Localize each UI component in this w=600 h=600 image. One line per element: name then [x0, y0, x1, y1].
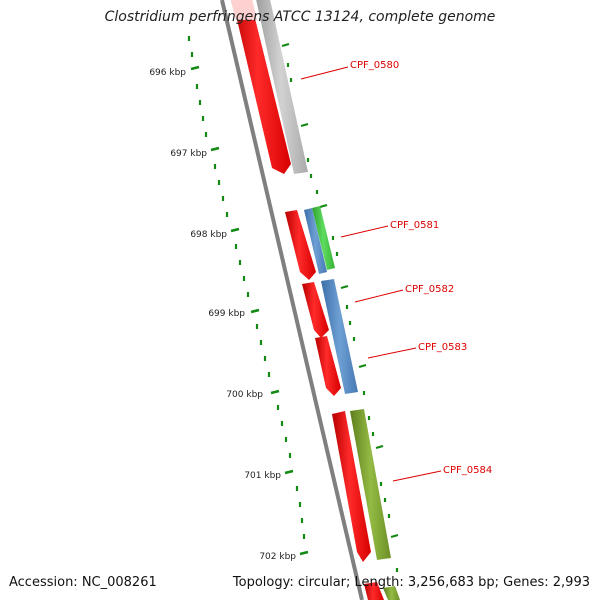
map-title: Clostridium perfringens ATCC 13124, comp… [104, 9, 496, 25]
gene-arrow-bottom-partial[interactable] [364, 582, 384, 600]
ruler-label-696: 696 kbp [149, 68, 186, 78]
callout-line-cpf-0583 [367, 347, 417, 359]
callout-line-cpf-0584 [392, 470, 442, 482]
feature-olive-block[interactable] [350, 409, 391, 560]
feature-blue-block-main[interactable] [321, 279, 358, 394]
gene-arrow-cpf-0582[interactable] [302, 282, 329, 338]
gene-label-cpf-0581[interactable]: CPF_0581 [390, 220, 439, 231]
ruler-label-701: 701 kbp [244, 471, 281, 481]
feature-green-block[interactable] [312, 206, 335, 270]
ruler-label-699: 699 kbp [208, 309, 245, 319]
ruler-label-700: 700 kbp [226, 390, 263, 400]
ruler-label-697: 697 kbp [170, 149, 207, 159]
ruler-label-698: 698 kbp [190, 230, 227, 240]
feature-blue-block-top[interactable] [304, 208, 327, 274]
gene-arrow-cpf-0581[interactable] [285, 210, 316, 280]
gene-label-cpf-0582[interactable]: CPF_0582 [405, 284, 454, 295]
accession-label: Accession: NC_008261 [9, 575, 157, 590]
gene-arrow-top-faded [230, 0, 257, 20]
callout-line-cpf-0582 [354, 289, 404, 303]
ruler-label-702: 702 kbp [259, 552, 296, 562]
gene-label-cpf-0580[interactable]: CPF_0580 [350, 60, 399, 71]
feature-olive-block-bottom[interactable] [383, 586, 400, 600]
feature-grey-block[interactable] [254, 0, 308, 174]
ruler-major-ticks [190, 65, 309, 556]
gene-label-cpf-0584[interactable]: CPF_0584 [443, 465, 492, 476]
gene-arrow-cpf-0583[interactable] [315, 336, 341, 396]
genome-summary: Topology: circular; Length: 3,256,683 bp… [232, 575, 590, 590]
gene-arrow-cpf-0584[interactable] [332, 411, 371, 562]
callout-line-cpf-0581 [340, 225, 389, 238]
callout-line-cpf-0580 [300, 66, 349, 80]
feature-track-ticks [281, 42, 399, 572]
genome-backbone [220, 0, 364, 600]
ruler-minor-ticks [187, 36, 306, 539]
gene-arrow-cpf-0580[interactable] [230, 0, 291, 174]
gene-label-cpf-0583[interactable]: CPF_0583 [418, 342, 467, 353]
